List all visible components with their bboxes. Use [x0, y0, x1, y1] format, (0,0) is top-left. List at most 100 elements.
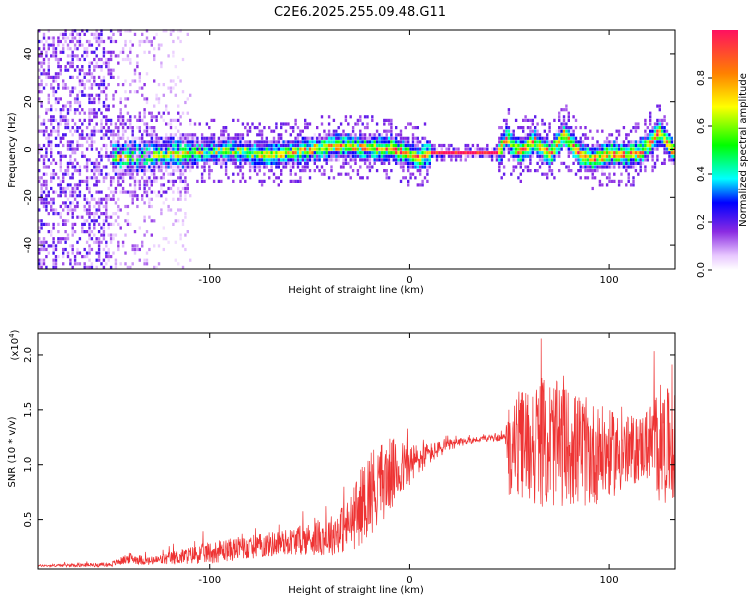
spectrogram-cell: [454, 154, 458, 158]
spectrogram-cell: [145, 251, 149, 255]
spectrogram-cell: [141, 176, 144, 180]
spectrogram-cell: [57, 97, 60, 101]
spectrogram-cell: [558, 140, 561, 144]
spectrogram-cell: [339, 133, 343, 137]
spectrogram-cell: [40, 183, 43, 187]
spectrogram-cell: [83, 93, 86, 97]
spectrogram-cell: [260, 129, 264, 133]
spectrogram-cell: [148, 169, 151, 173]
spectrogram-cell: [177, 154, 180, 158]
spectrogram-cell: [85, 50, 89, 54]
spectrogram-cell: [52, 36, 55, 40]
spectrogram-cell: [409, 143, 412, 148]
spectrogram-cell: [349, 143, 352, 148]
spectrogram-cell: [119, 143, 122, 148]
spectrogram-cell: [584, 165, 587, 169]
spectrogram-cell: [514, 165, 518, 169]
spectrogram-cell: [177, 151, 180, 155]
spectrogram-cell: [97, 151, 101, 155]
spectrogram-cell: [241, 154, 245, 158]
colorbar-tick-label: 0.8: [696, 70, 707, 86]
spectrogram-cell: [574, 140, 578, 144]
spectrogram-cell: [306, 136, 309, 140]
spectrogram-cell: [651, 143, 654, 148]
spectrogram-cell: [529, 133, 532, 137]
spectrogram-cell: [162, 176, 165, 180]
spectrogram-cell: [90, 197, 94, 201]
spectrogram-cell: [81, 54, 84, 58]
spectrogram-cell: [66, 186, 70, 191]
spectrogram-cell: [167, 136, 170, 140]
spectrogram-cell: [150, 183, 153, 187]
spectrogram-cell: [299, 140, 302, 144]
spectrogram-cell: [543, 154, 546, 158]
spectrogram-cell: [141, 151, 144, 155]
spectrogram-cell: [663, 129, 666, 133]
spectrogram-cell: [81, 230, 84, 234]
spectrogram-cell: [567, 111, 570, 115]
spectrogram-cell: [102, 54, 106, 58]
spectrogram-cell: [294, 158, 297, 162]
spectrogram-cell: [227, 154, 230, 158]
spectrogram-cell: [222, 140, 225, 144]
spectrogram-cell: [143, 97, 146, 101]
spectrogram-cell: [371, 115, 374, 119]
spectrogram-cell: [541, 172, 544, 176]
spectrogram-cell: [59, 154, 62, 158]
spectrogram-cell: [438, 151, 441, 155]
spectrogram-cell: [529, 161, 532, 165]
spectrogram-cell: [673, 143, 676, 148]
spectrogram-cell: [270, 169, 273, 173]
spectrogram-cell: [589, 154, 592, 158]
spectrogram-cell: [366, 147, 369, 151]
spectrogram-cell: [167, 54, 170, 58]
spectrogram-cell: [335, 129, 338, 133]
spectrogram-cell: [402, 151, 405, 155]
spectrogram-cell: [138, 151, 141, 155]
spectrogram-cell: [69, 47, 72, 51]
spectrogram-cell: [608, 147, 611, 151]
spectrogram-cell: [625, 133, 628, 137]
spectrogram-cell: [81, 65, 84, 69]
spectrogram-cell: [493, 154, 496, 158]
spectrogram-cell: [57, 36, 60, 40]
spectrogram-cell: [356, 151, 360, 155]
spectrogram-cell: [131, 129, 134, 133]
spectrogram-cell: [205, 161, 209, 165]
spectrogram-cell: [419, 140, 422, 144]
spectrogram-cell: [69, 39, 72, 44]
spectrogram-cell: [38, 29, 41, 33]
spectrogram-cell: [133, 143, 137, 148]
spectrogram-cell: [93, 233, 96, 237]
spectrogram-cell: [50, 179, 53, 183]
spectrogram-cell: [157, 83, 161, 87]
spectrogram-cell: [653, 143, 657, 148]
spectrogram-cell: [85, 126, 89, 130]
spectrogram-cell: [263, 126, 266, 130]
spectrogram-cell: [210, 151, 213, 155]
spectrogram-cell: [59, 161, 62, 165]
spectrogram-cell: [402, 161, 405, 165]
spectrogram-cell: [73, 222, 77, 226]
spectrogram-cell: [71, 208, 74, 212]
spectrogram-cell: [579, 151, 582, 155]
spectrogram-cell: [222, 136, 225, 140]
spectrogram-cell: [150, 147, 153, 151]
spectrogram-cell: [69, 201, 72, 205]
spectrogram-cell: [69, 90, 72, 94]
spectrogram-cell: [52, 208, 55, 212]
spectrogram-cell: [93, 133, 96, 137]
spectrogram-cell: [138, 79, 141, 83]
spectrogram-cell: [155, 147, 158, 151]
spectrogram-cell: [620, 172, 623, 176]
spectrogram-cell: [83, 197, 86, 201]
spectrogram-cell: [45, 240, 48, 244]
spectrogram-cell: [349, 158, 352, 162]
spectrogram-cell: [215, 140, 218, 144]
spectrogram-cell: [97, 244, 101, 248]
spectrogram-cell: [524, 133, 527, 137]
spectrogram-cell: [203, 158, 206, 162]
spectrogram-cell: [52, 258, 55, 262]
spectrogram-cell: [505, 126, 508, 130]
